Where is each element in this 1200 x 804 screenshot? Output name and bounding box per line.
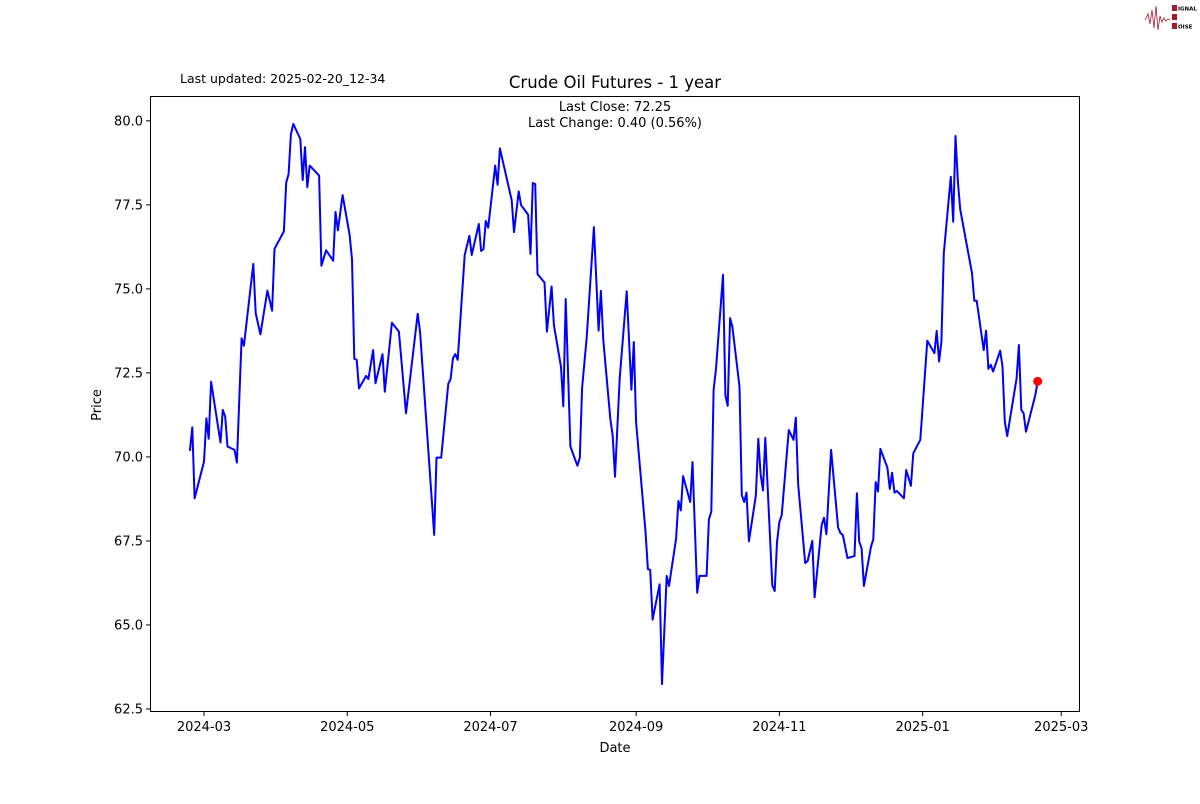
x-tick-label: 2024-11 [752, 720, 806, 735]
x-tick-label: 2024-05 [320, 720, 374, 735]
price-series-line [188, 122, 1039, 686]
x-tick-label: 2024-09 [609, 720, 663, 735]
x-tick-label: 2025-01 [895, 720, 949, 735]
y-tick-label: 80.0 [114, 114, 143, 129]
y-tick-label: 65.0 [114, 618, 143, 633]
logo-box-n [1172, 23, 1177, 29]
y-tick-label: 67.5 [114, 534, 143, 549]
y-tick-label: 62.5 [114, 702, 143, 717]
y-axis-label: Price [90, 389, 105, 421]
last-close-annotation: Last Close: 72.25 [559, 100, 671, 115]
last-change-annotation: Last Change: 0.40 (0.56%) [528, 116, 702, 131]
logo-box-2 [1172, 14, 1177, 20]
last-updated-label: Last updated: 2025-02-20_12-34 [180, 71, 385, 86]
logo-text-noise: OISE [1178, 25, 1193, 31]
y-tick-label: 72.5 [114, 366, 143, 381]
logo-text-signal: IGNAL [1178, 7, 1197, 13]
logo-waveform-icon [1144, 5, 1171, 31]
y-tick-label: 70.0 [114, 450, 143, 465]
x-tick-label: 2024-03 [177, 720, 231, 735]
axes-frame [150, 96, 1080, 712]
x-tick-label: 2025-03 [1034, 720, 1088, 735]
logo-box-s [1172, 5, 1177, 11]
x-axis-label: Date [599, 741, 630, 756]
chart-title: Crude Oil Futures - 1 year [509, 73, 721, 92]
signal-2-noise-logo: IGNAL OISE [1144, 5, 1197, 31]
x-tick-label: 2024-07 [463, 720, 517, 735]
y-tick-label: 77.5 [114, 198, 143, 213]
y-tick-label: 75.0 [114, 282, 143, 297]
last-close-marker [1033, 376, 1043, 386]
